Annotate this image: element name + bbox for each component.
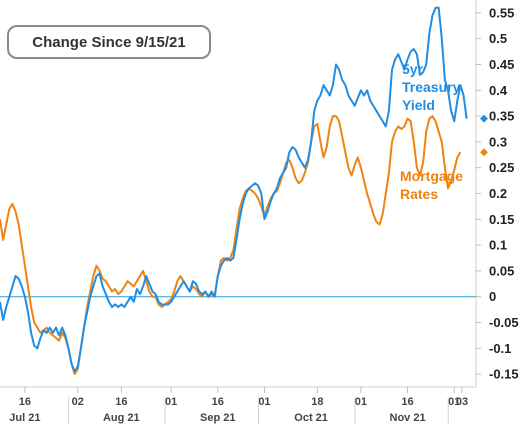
x-tick-label: 01 [165, 396, 177, 408]
series-lines [0, 6, 468, 376]
x-tick-label: 01 [258, 396, 270, 408]
end-marker-5yr-treasury-yield [480, 114, 488, 123]
end-value-markers [480, 114, 488, 157]
x-tick-label: 18 [311, 396, 323, 408]
x-tick-label: 02 [72, 396, 84, 408]
y-tick-label: -0.1 [489, 341, 511, 356]
treasury-label-line-2: Treasury [402, 79, 461, 95]
x-tick-label: 03 [456, 396, 468, 408]
chart-title-box: Change Since 9/15/21 [7, 25, 211, 59]
end-marker-mortgage-rates [480, 148, 488, 157]
x-month-label: Sep 21 [200, 412, 235, 424]
y-tick-label: 0.15 [489, 212, 514, 227]
mortgage-label-line-1: Mortgage [400, 168, 463, 184]
x-tick-label: 01 [355, 396, 367, 408]
y-tick-label: 0.35 [489, 109, 514, 124]
series-label-mortgage: Mortgage Rates [400, 168, 467, 202]
x-tick-label: 16 [19, 396, 31, 408]
series-line-mortgage-rates [0, 115, 462, 376]
x-tick-label: 16 [401, 396, 413, 408]
treasury-label-line-3: Yield [402, 97, 435, 113]
treasury-label-line-1: 5yr [402, 61, 424, 77]
y-tick-label: -0.15 [489, 367, 519, 382]
x-month-label: Jul 21 [9, 412, 40, 424]
y-tick-label: 0.25 [489, 160, 514, 175]
mortgage-label-line-2: Rates [400, 186, 438, 202]
x-month-label: Aug 21 [103, 412, 140, 424]
y-tick-label: 0.05 [489, 263, 514, 278]
chart-title: Change Since 9/15/21 [32, 34, 185, 51]
x-month-label: Oct 21 [294, 412, 328, 424]
y-tick-label: 0.4 [489, 83, 508, 98]
y-tick-label: 0.3 [489, 134, 507, 149]
y-tick-label: 0.5 [489, 31, 507, 46]
y-axis-ticks: 0.55 0.5 0.45 0.4 0.35 0.3 0.25 0.2 0.15 0.1 0.05 0… [476, 5, 519, 382]
y-tick-label: 0 [489, 289, 496, 304]
series-line-5yr-treasury-yield [0, 6, 468, 373]
y-tick-label: -0.05 [489, 315, 519, 330]
x-tick-label: 16 [115, 396, 127, 408]
y-tick-label: 0.1 [489, 238, 507, 253]
y-tick-label: 0.45 [489, 57, 514, 72]
chart-title-frame [7, 25, 211, 59]
x-tick-label: 16 [212, 396, 224, 408]
y-tick-label: 0.2 [489, 186, 507, 201]
series-label-treasury: 5yr Treasury Yield [402, 61, 464, 113]
y-tick-label: 0.55 [489, 5, 514, 20]
x-tick-label: 01 [448, 396, 460, 408]
x-month-label: Nov 21 [390, 412, 426, 424]
